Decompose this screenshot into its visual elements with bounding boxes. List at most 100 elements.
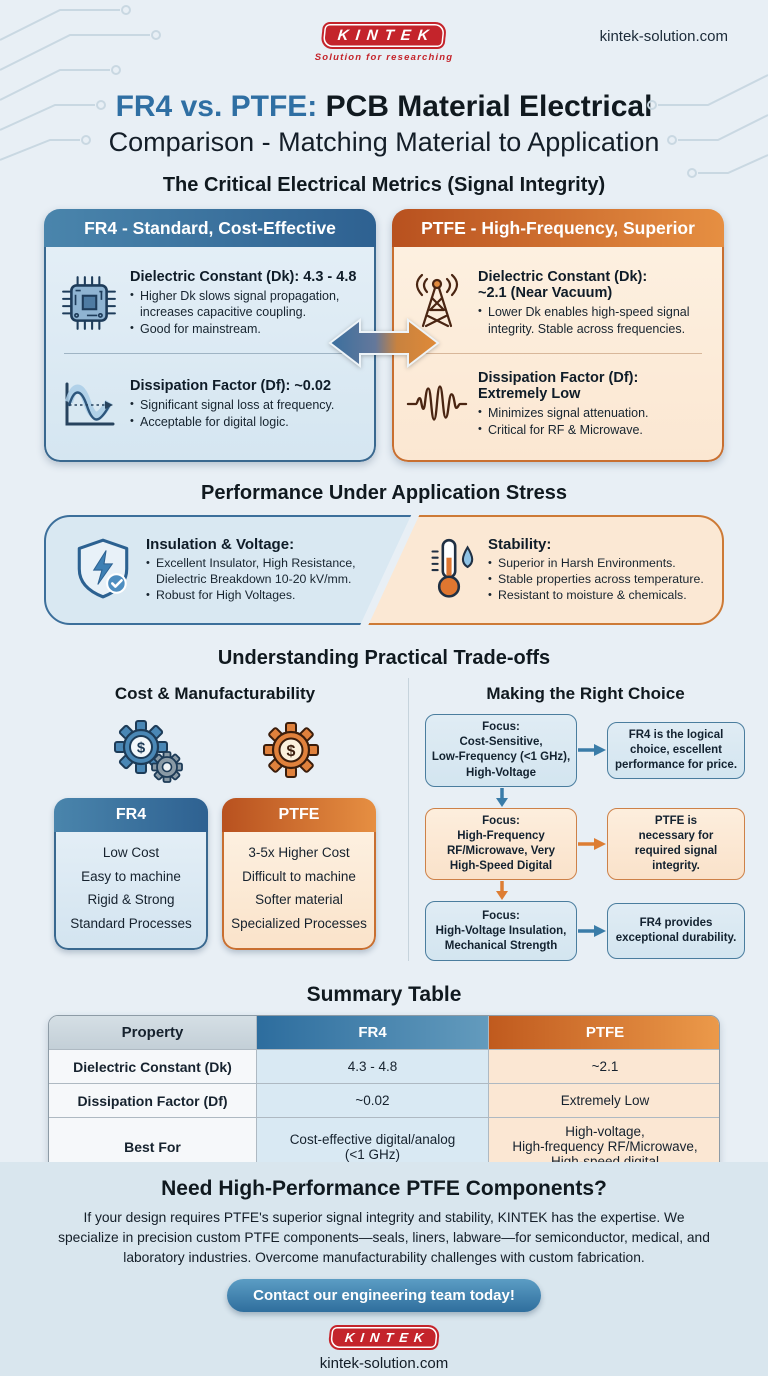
flow-row: Focus: Cost-Sensitive, Low-Frequency (<1… — [425, 714, 746, 787]
metric-bullet: Minimizes signal attenuation. — [478, 405, 649, 421]
metric-title: Dissipation Factor (Df): Extremely Low — [478, 370, 639, 403]
website-link[interactable]: kintek-solution.com — [599, 28, 728, 45]
footer-body-text: If your design requires PTFE's superior … — [58, 1210, 710, 1265]
ptfe-cost-card-header: PTFE — [222, 798, 376, 832]
title-rest: PCB Material Electrical — [317, 90, 653, 123]
flow-result-box: FR4 is the logical choice, escellent per… — [607, 721, 745, 780]
svg-text:$: $ — [137, 739, 146, 756]
cost-line: Standard Processes — [70, 915, 192, 931]
table-header-property: Property — [49, 1016, 257, 1051]
kintek-logo-footer: KINTEK — [0, 1325, 768, 1350]
fr4-cost-card: FR4 Low Cost Easy to machine Rigid & Str… — [54, 798, 208, 950]
block-title: Insulation & Voltage: — [146, 536, 295, 554]
flow-right-arrow-icon — [577, 743, 607, 757]
flow-result-box: FR4 provides exceptional durability. — [607, 903, 745, 960]
metric-bullet: Acceptable for digital logic. — [130, 414, 334, 430]
insulation-voltage-block: Insulation & Voltage: Excellent Insulato… — [44, 515, 384, 625]
flow-down-arrow-icon — [425, 787, 746, 808]
choice-heading: Making the Right Choice — [486, 684, 685, 703]
block-bullet: Robust for High Voltages. — [146, 588, 384, 604]
ptfe-metrics-card: PTFE - High-Frequency, Superior Dielectr… — [392, 209, 724, 462]
orange-gear-dollar-icon: $ — [255, 714, 327, 791]
kintek-logo: KINTEK Solution for researching — [315, 22, 454, 63]
page-header: KINTEK Solution for researching kintek-s… — [0, 0, 768, 86]
table-cell-fr4: ~0.02 — [257, 1084, 489, 1119]
blue-gear-dollar-icon: $ — [103, 714, 189, 791]
stability-block: Stability: Superior in Harsh Environment… — [384, 515, 724, 625]
block-bullet: Excellent Insulator, High Resistance, Di… — [146, 556, 384, 588]
fr4-metrics-card: FR4 - Standard, Cost-Effective — [44, 209, 376, 462]
flow-right-arrow-icon — [577, 924, 607, 938]
metrics-section-heading: The Critical Electrical Metrics (Signal … — [162, 174, 606, 196]
flow-focus-box: Focus: High-Voltage Insulation, Mechanic… — [425, 901, 577, 962]
page-title: FR4 vs. PTFE: PCB Material Electrical — [0, 90, 768, 124]
double-arrow-icon — [328, 317, 440, 369]
cost-line: Easy to machine — [81, 868, 181, 884]
title-highlight: FR4 vs. PTFE: — [115, 90, 318, 123]
making-right-choice-column: Making the Right Choice Focus: Cost-Sens… — [408, 678, 746, 962]
contact-cta-button[interactable]: Contact our engineering team today! — [227, 1279, 541, 1312]
fr4-card-header: FR4 - Standard, Cost-Effective — [44, 209, 376, 247]
performance-section-heading: Performance Under Application Stress — [200, 482, 568, 504]
sine-wave-icon — [56, 375, 122, 433]
table-header-ptfe: PTFE — [489, 1016, 719, 1051]
ptfe-card-header: PTFE - High-Frequency, Superior — [392, 209, 724, 247]
cost-line: Specialized Processes — [231, 915, 367, 931]
thermometer-droplet-icon — [420, 535, 478, 606]
svg-text:$: $ — [287, 743, 296, 760]
footer-cta-panel: Need High-Performance PTFE Components? I… — [0, 1162, 768, 1376]
block-bullet: Stable properties across temperature. — [488, 572, 704, 588]
tradeoffs-section-heading: Understanding Practical Trade-offs — [217, 647, 551, 669]
cost-line: Rigid & Strong — [87, 892, 175, 908]
ptfe-cost-card: PTFE 3-5x Higher Cost Difficult to machi… — [222, 798, 376, 950]
metrics-cards-row: FR4 - Standard, Cost-Effective — [44, 209, 724, 462]
flow-right-arrow-icon — [577, 837, 607, 851]
shield-lightning-icon — [70, 535, 136, 606]
cost-line: Low Cost — [102, 845, 160, 860]
metric-bullet: Good for mainstream. — [130, 321, 362, 337]
metric-title: Dielectric Constant (Dk): ~2.1 (Near Vac… — [478, 269, 648, 302]
flow-row: Focus: High-Voltage Insulation, Mechanic… — [425, 901, 746, 962]
fr4-dissipation-metric: Dissipation Factor (Df): ~0.02 Significa… — [56, 360, 362, 448]
block-title: Stability: — [488, 536, 552, 554]
flow-down-arrow-icon — [425, 880, 746, 901]
page-subtitle: Comparison - Matching Material to Applic… — [108, 127, 660, 157]
ptfe-dielectric-metric: Dielectric Constant (Dk): ~2.1 (Near Vac… — [404, 259, 710, 347]
cost-heading: Cost & Manufacturability — [114, 684, 316, 703]
logo-tagline: Solution for researching — [314, 52, 454, 63]
metric-bullet: Critical for RF & Microwave. — [478, 422, 649, 438]
card-divider — [64, 353, 354, 354]
microchip-icon — [56, 274, 122, 332]
antenna-icon — [404, 272, 470, 334]
block-bullet: Superior in Harsh Environments. — [488, 556, 704, 572]
cost-line: Softer material — [255, 892, 343, 908]
table-row-property: Dissipation Factor (Df) — [49, 1084, 257, 1119]
metric-bullet: Higher Dk slows signal propagation, incr… — [130, 288, 362, 321]
table-cell-ptfe: ~2.1 — [489, 1050, 719, 1085]
flow-row: Focus: High-Frequency RF/Microwave, Very… — [425, 807, 746, 881]
block-bullet: Resistant to moisture & chemicals. — [488, 588, 704, 604]
footer-heading: Need High-Performance PTFE Components? — [161, 1177, 607, 1200]
cost-line: 3-5x Higher Cost — [248, 845, 350, 860]
summary-section-heading: Summary Table — [306, 983, 462, 1007]
table-row-property: Dielectric Constant (Dk) — [49, 1050, 257, 1085]
fr4-dielectric-metric: Dielectric Constant (Dk): 4.3 - 4.8 High… — [56, 259, 362, 347]
metric-bullet: Significant signal loss at frequency. — [130, 397, 334, 413]
flow-focus-box: Focus: Cost-Sensitive, Low-Frequency (<1… — [425, 714, 577, 787]
performance-panel: Insulation & Voltage: Excellent Insulato… — [44, 515, 724, 625]
fr4-cost-card-header: FR4 — [54, 798, 208, 832]
card-divider — [412, 353, 702, 354]
ptfe-dissipation-metric: Dissipation Factor (Df): Extremely Low M… — [404, 360, 710, 448]
cost-manufacturability-column: Cost & Manufacturability — [22, 678, 408, 961]
table-header-fr4: FR4 — [257, 1016, 489, 1051]
wavelet-icon — [404, 382, 470, 426]
flow-result-box: PTFE is necessary for required signal in… — [607, 807, 745, 881]
flow-focus-box: Focus: High-Frequency RF/Microwave, Very… — [425, 807, 577, 881]
table-cell-fr4: 4.3 - 4.8 — [257, 1050, 489, 1085]
cost-line: Difficult to machine — [242, 868, 356, 884]
metric-title: Dielectric Constant (Dk): 4.3 - 4.8 — [130, 269, 357, 286]
website-link-footer[interactable]: kintek-solution.com — [319, 1355, 449, 1372]
table-cell-ptfe: Extremely Low — [489, 1084, 719, 1119]
metric-bullet: Lower Dk enables high-speed signal integ… — [478, 304, 710, 337]
kintek-logo-badge: KINTEK — [320, 22, 448, 49]
